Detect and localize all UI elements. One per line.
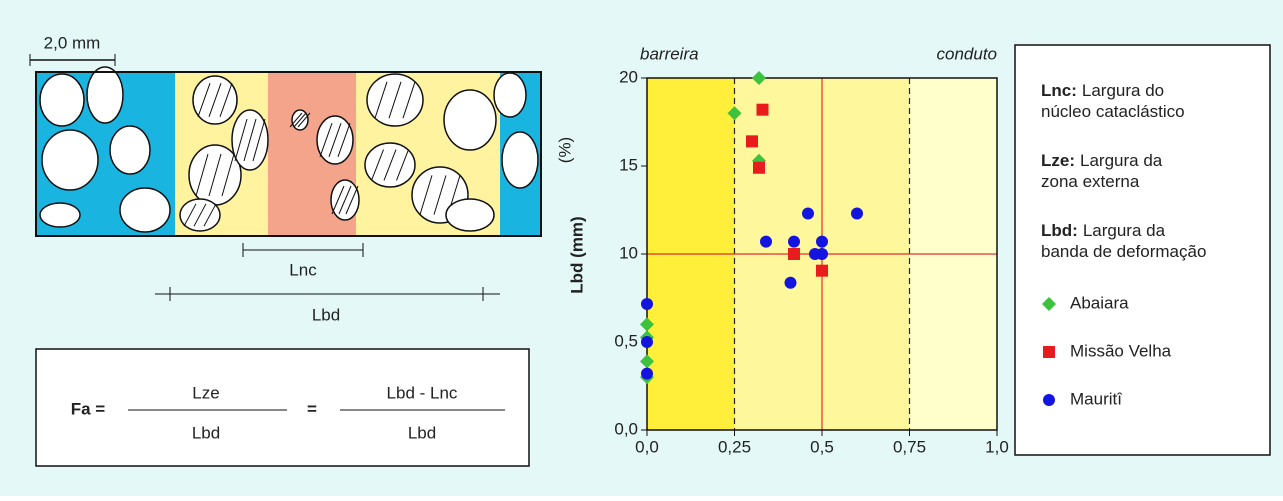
y-tick-label: 0,5: [614, 331, 638, 350]
formula-box: [36, 349, 529, 466]
data-point: [851, 208, 863, 220]
data-point: [816, 265, 828, 277]
grain: [110, 126, 150, 174]
legend-note-line: banda de deformação: [1041, 242, 1206, 261]
data-point: [802, 208, 814, 220]
y-tick-label: 20: [619, 67, 638, 86]
grain: [502, 132, 538, 188]
lnc-label: Lnc: [289, 260, 317, 279]
grain: [444, 90, 496, 150]
grain: [40, 203, 80, 227]
x-tick-label: 0,25: [718, 437, 751, 456]
grain: [120, 188, 170, 232]
formula-lhs: Fa =: [71, 399, 106, 418]
annotation: barreira: [640, 44, 699, 63]
y-tick-label: 10: [619, 243, 638, 262]
y-axis-label: Lbd (mm): [567, 216, 586, 293]
legend-note-line: zona externa: [1041, 172, 1140, 191]
grain: [446, 199, 494, 231]
legend-term: Lze:: [1041, 151, 1075, 170]
data-point: [753, 162, 765, 174]
legend-term: Lnc:: [1041, 81, 1077, 100]
legend-label: Abaiara: [1070, 293, 1129, 312]
x-tick-label: 0,75: [893, 437, 926, 456]
data-point: [757, 104, 769, 116]
y-unit-label: (%): [555, 137, 574, 163]
formula-eq: =: [307, 399, 317, 418]
grain: [42, 130, 98, 190]
grain-diagram: [36, 67, 541, 236]
grain: [87, 67, 123, 123]
figure: 2,0 mm Lnc Lbd Fa = Lze Lbd = Lbd - Lnc …: [0, 0, 1283, 496]
x-tick-label: 0,5: [810, 437, 834, 456]
data-point: [760, 236, 772, 248]
data-point: [746, 135, 758, 147]
data-point: [785, 277, 797, 289]
legend-note-line: Largura da: [1083, 221, 1166, 240]
legend-marker: [1043, 346, 1055, 358]
legend-term: Lbd:: [1041, 221, 1078, 240]
legend-note-line: núcleo cataclástico: [1041, 102, 1185, 121]
data-point: [788, 236, 800, 248]
data-point: [816, 248, 828, 260]
data-point: [788, 248, 800, 260]
legend-marker: [1043, 394, 1055, 406]
grain: [40, 74, 84, 126]
data-point: [641, 336, 653, 348]
formula-num: Lze: [192, 383, 219, 402]
legend-label: Mauritî: [1070, 389, 1123, 408]
data-point: [641, 298, 653, 310]
y-tick-label: 0,0: [614, 419, 638, 438]
x-tick-label: 1,0: [985, 437, 1009, 456]
lbd-label: Lbd: [312, 305, 340, 324]
legend-note-line: Largura da: [1080, 151, 1163, 170]
legend-label: Missão Velha: [1070, 341, 1172, 360]
x-tick-label: 0,0: [635, 437, 659, 456]
grain: [494, 73, 526, 117]
annotation: conduto: [937, 44, 998, 63]
data-point: [641, 368, 653, 380]
data-point: [816, 236, 828, 248]
formula-den: Lbd: [192, 423, 220, 442]
y-tick-label: 15: [619, 155, 638, 174]
legend-note-line: Largura do: [1082, 81, 1164, 100]
formula-den: Lbd: [408, 423, 436, 442]
formula-num: Lbd - Lnc: [387, 383, 458, 402]
scale-label: 2,0 mm: [44, 33, 101, 52]
